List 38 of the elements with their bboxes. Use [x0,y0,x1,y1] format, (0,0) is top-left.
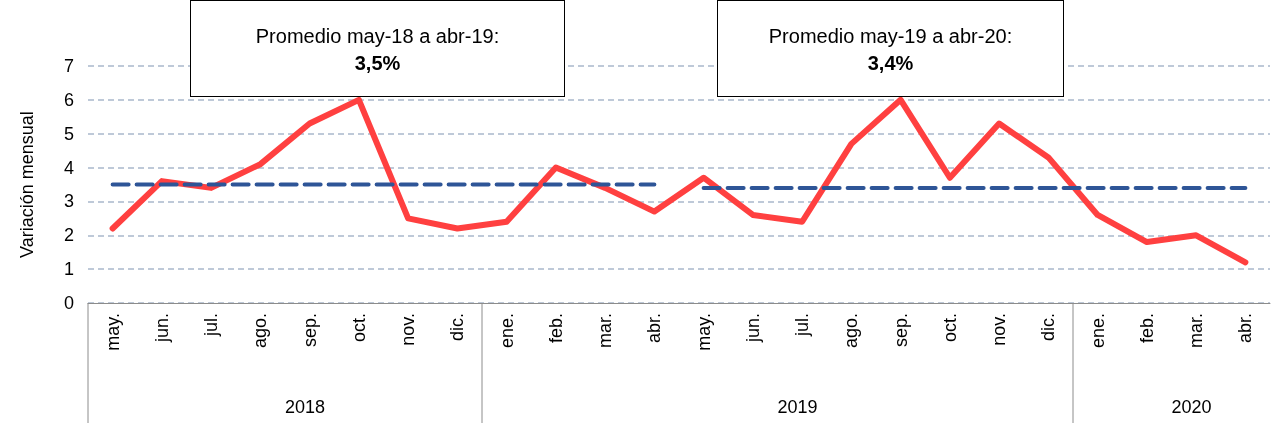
x-tick-label: mar. [1186,313,1207,349]
x-tick-label: sep. [299,313,320,348]
x-tick-label: ene. [496,313,517,349]
text: 2018 [285,397,326,417]
text: 2019 [777,397,818,417]
y-tick-label: 3 [63,191,74,212]
callout-box: Promedio may-18 a abr-19: 3,5% [190,0,565,97]
x-tick-label: may. [102,313,123,351]
x-tick-label: dic. [447,313,468,342]
x-tick-label: ago. [841,313,862,349]
y-tick-label: 6 [63,89,74,110]
y-axis-title: Variación mensual [17,111,37,258]
y-tick-label: 4 [63,157,74,178]
x-tick-label: jun. [742,313,763,344]
y-tick-label: 0 [63,293,74,313]
callout-box: Promedio may-19 a abr-20: 3,4% [717,0,1064,97]
x-tick-label: oct. [348,313,369,343]
x-tick-label: ene. [1087,313,1108,349]
x-tick-label: dic. [1038,313,1059,342]
x-tick-label: oct. [939,313,960,343]
x-tick-label: mar. [595,313,616,349]
x-tick-label: jun. [151,313,172,344]
x-tick-label: jul. [792,313,813,338]
x-tick-label: may. [693,313,714,351]
y-tick-label: 7 [63,56,74,76]
x-tick-label: jul. [201,313,222,338]
y-tick-label: 1 [63,259,74,280]
x-tick-label: abr. [644,313,665,344]
y-tick-label: 2 [63,225,74,246]
y-tick-label: 5 [63,123,74,144]
x-tick-label: ago. [250,313,271,349]
x-tick-label: feb. [1136,313,1157,344]
x-tick-label: abr. [1235,313,1256,344]
x-tick-label: feb. [545,313,566,344]
x-tick-label: nov. [989,313,1010,346]
text: 2020 [1171,397,1212,417]
x-tick-label: sep. [890,313,911,348]
x-tick-label: nov. [398,313,419,346]
